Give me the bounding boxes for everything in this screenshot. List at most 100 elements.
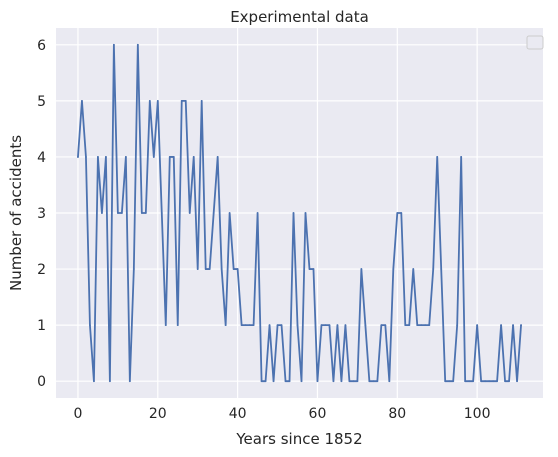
data-point <box>368 380 371 383</box>
data-point <box>384 324 387 327</box>
data-point <box>388 380 391 383</box>
data-point <box>120 212 123 214</box>
data-point <box>152 156 155 158</box>
data-point <box>468 380 471 383</box>
data-point <box>380 324 383 327</box>
data-point <box>332 380 335 383</box>
data-point <box>476 324 479 327</box>
data-point <box>292 212 295 214</box>
x-axis-label: Years since 1852 <box>235 430 362 448</box>
data-point <box>424 324 427 327</box>
data-point <box>97 156 99 158</box>
data-point <box>164 324 167 327</box>
data-point <box>204 268 207 270</box>
data-point <box>420 324 423 327</box>
data-point <box>360 268 363 270</box>
data-point <box>168 156 171 158</box>
data-point <box>408 324 411 327</box>
data-point <box>172 156 175 158</box>
data-point <box>480 380 483 383</box>
y-tick-label: 3 <box>37 206 46 222</box>
data-point <box>324 324 327 327</box>
data-point <box>284 380 287 383</box>
x-tick-label: 80 <box>388 406 406 422</box>
data-point <box>500 324 502 327</box>
data-point <box>312 268 315 270</box>
x-tick-label: 40 <box>229 406 247 422</box>
data-point <box>440 268 443 270</box>
data-point <box>472 380 475 383</box>
data-point <box>208 268 211 270</box>
data-point <box>101 212 103 214</box>
data-point <box>252 324 255 327</box>
data-point <box>300 380 303 383</box>
data-point <box>244 324 247 327</box>
data-point <box>400 212 403 214</box>
data-point <box>492 380 494 383</box>
data-point <box>496 380 498 383</box>
chart-title: Experimental data <box>230 8 369 26</box>
data-point <box>112 43 115 46</box>
data-point <box>216 156 219 158</box>
data-point <box>192 156 195 158</box>
series-line <box>77 43 522 383</box>
data-point <box>304 212 307 214</box>
data-point <box>280 324 283 327</box>
data-point <box>256 212 259 214</box>
data-point <box>448 380 451 383</box>
data-point <box>200 99 203 102</box>
data-point <box>156 99 159 102</box>
data-point <box>456 324 459 327</box>
data-point <box>212 212 215 214</box>
data-point <box>372 380 375 383</box>
x-tick-label: 0 <box>73 406 82 422</box>
y-tick-label: 2 <box>37 262 46 278</box>
data-point <box>89 324 91 327</box>
data-point <box>348 380 351 383</box>
data-point <box>220 268 223 270</box>
data-point <box>132 268 135 270</box>
data-point <box>296 324 299 327</box>
data-point <box>340 380 343 383</box>
data-point <box>344 324 347 327</box>
data-point <box>160 212 163 214</box>
x-tick-label: 60 <box>309 406 327 422</box>
data-point <box>308 268 311 270</box>
data-point <box>144 212 147 214</box>
y-tick-label: 4 <box>37 150 46 166</box>
data-point <box>288 380 291 383</box>
data-point <box>328 324 331 327</box>
data-point <box>364 324 367 327</box>
data-point <box>108 380 111 383</box>
data-point <box>128 380 131 383</box>
data-point <box>416 324 419 327</box>
data-point <box>272 380 275 383</box>
data-point <box>464 380 467 383</box>
data-point <box>392 268 395 270</box>
data-point <box>396 212 399 214</box>
data-point <box>320 324 323 327</box>
data-point <box>376 380 379 383</box>
data-point <box>228 212 231 214</box>
x-tick-label: 20 <box>149 406 167 422</box>
data-point <box>488 380 491 383</box>
data-point <box>428 324 431 327</box>
data-point <box>404 324 407 327</box>
data-point <box>93 380 95 383</box>
data-point <box>276 324 279 327</box>
data-point <box>180 99 183 102</box>
data-point <box>268 324 271 327</box>
data-point <box>444 380 447 383</box>
data-point <box>105 156 107 158</box>
x-tick-labels: 0 20 40 60 80 100 <box>73 406 490 422</box>
data-point <box>260 380 263 383</box>
y-axis-label: Number of accidents <box>7 135 25 291</box>
data-point <box>460 156 463 158</box>
data-point <box>336 324 339 327</box>
data-point <box>188 212 191 214</box>
data-point <box>81 99 83 102</box>
data-point <box>508 380 510 383</box>
data-point <box>352 380 355 383</box>
data-point <box>236 268 239 270</box>
